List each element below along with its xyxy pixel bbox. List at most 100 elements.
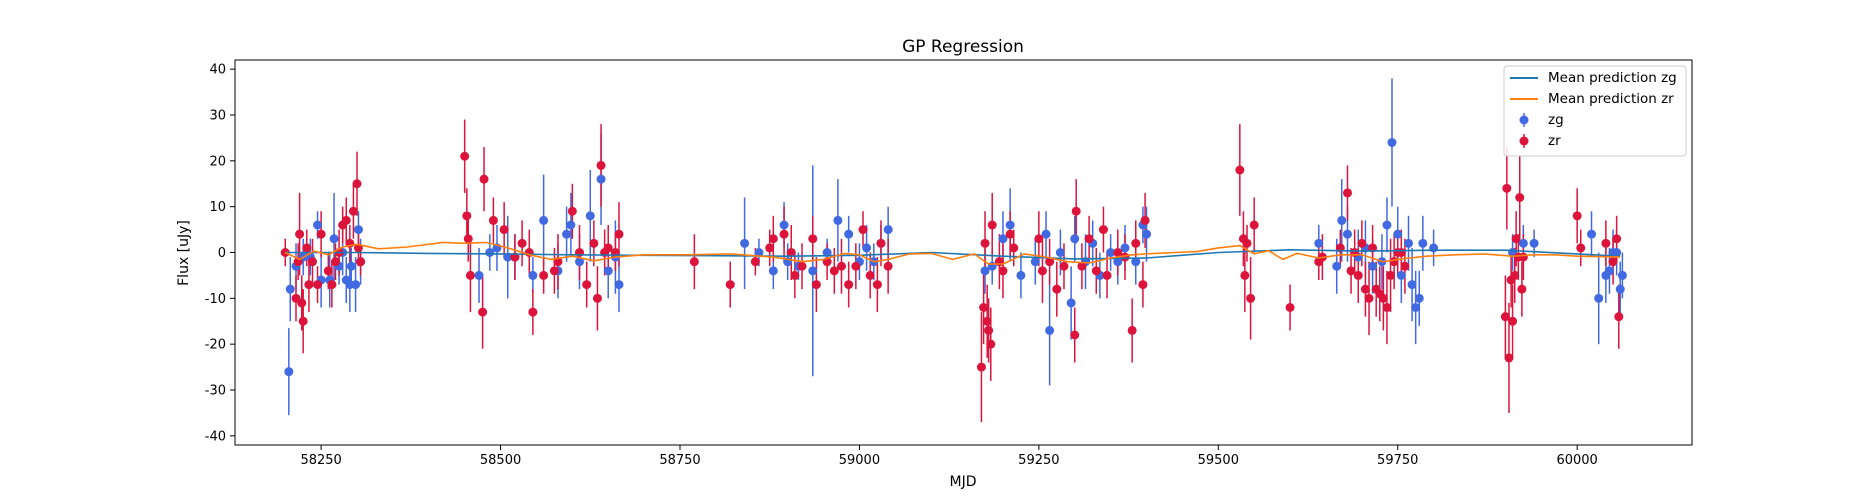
data-point-zr: [1113, 248, 1123, 257]
y-tick-label: -30: [205, 384, 226, 399]
data-point-zr: [987, 220, 997, 230]
data-point-zr: [1382, 303, 1392, 312]
data-point-zg: [754, 248, 764, 257]
y-tick-label: 10: [209, 200, 226, 215]
data-point-zg: [1411, 303, 1421, 312]
chart-title: GP Regression: [902, 37, 1024, 57]
data-point-zg: [539, 215, 549, 225]
data-point-zr: [313, 280, 323, 290]
data-point-zr: [872, 280, 882, 290]
data-point-zr: [327, 280, 337, 290]
data-point-zr: [517, 238, 527, 248]
data-point-zr: [1009, 243, 1019, 253]
data-point-zg: [1587, 229, 1597, 239]
data-point-zr: [341, 215, 351, 225]
data-point-zr: [994, 257, 1004, 267]
data-point-zr: [1515, 193, 1525, 202]
data-point-zr: [1378, 293, 1388, 303]
data-point-zr: [1091, 266, 1101, 276]
data-point-zr: [779, 229, 789, 239]
data-point-zg: [1429, 243, 1439, 253]
data-point-zg: [1055, 248, 1065, 257]
data-point-zr: [1240, 270, 1250, 280]
data-point-zr: [980, 238, 990, 248]
data-point-zr: [1131, 238, 1141, 248]
data-point-zg: [844, 229, 854, 239]
data-point-zg: [862, 243, 872, 253]
data-point-zr: [858, 225, 868, 235]
x-tick-label: 60000: [1556, 453, 1597, 468]
data-point-zg: [1396, 270, 1406, 280]
data-point-zg: [1414, 293, 1424, 303]
data-point-zr: [1508, 316, 1518, 326]
legend-swatch-zg-marker: [1519, 115, 1529, 125]
data-point-zr: [1389, 257, 1399, 267]
data-point-zr: [1140, 215, 1150, 225]
data-point-zg: [1314, 238, 1324, 248]
data-point-zr: [356, 257, 366, 267]
data-point-zr: [797, 261, 807, 271]
data-point-zr: [786, 248, 796, 257]
data-point-zr: [478, 307, 488, 317]
data-point-zr: [1396, 248, 1406, 257]
legend-label-zg: zg: [1548, 112, 1564, 128]
data-point-zg: [1368, 261, 1378, 271]
data-point-zg: [1131, 257, 1141, 267]
data-point-zg: [1106, 248, 1116, 257]
data-point-zg: [346, 261, 356, 271]
data-point-zr: [567, 206, 577, 216]
data-point-zg: [1005, 220, 1015, 230]
data-point-zr: [1235, 165, 1245, 175]
data-point-zr: [865, 270, 875, 280]
data-point-zg: [1016, 270, 1026, 280]
data-point-zr: [330, 257, 340, 267]
data-point-zr: [1502, 183, 1512, 193]
mean-prediction-line-zr: [284, 241, 1621, 265]
y-tick-label: 30: [209, 109, 226, 124]
data-point-zr: [979, 303, 989, 312]
data-point-zr: [1504, 353, 1514, 363]
data-point-zr: [463, 234, 473, 244]
data-point-zg: [474, 270, 484, 280]
data-point-zg: [833, 215, 843, 225]
data-point-zg: [1342, 229, 1352, 239]
data-point-zg: [1594, 293, 1604, 303]
data-point-zr: [1576, 243, 1586, 253]
data-point-zr: [316, 229, 326, 239]
data-point-zr: [589, 238, 599, 248]
x-axis-label: MJD: [950, 474, 977, 490]
data-point-zg: [353, 225, 363, 235]
data-point-zg: [562, 229, 572, 239]
data-point-zr: [1346, 266, 1356, 276]
data-point-zg: [1529, 238, 1539, 248]
data-point-zr: [308, 257, 318, 267]
data-markers: [280, 138, 1627, 377]
y-tick-label: -10: [205, 292, 226, 307]
data-point-zr: [1357, 238, 1367, 248]
data-point-zr: [295, 229, 305, 239]
y-tick-label: -40: [205, 429, 226, 444]
data-point-zr: [725, 280, 735, 290]
data-point-zr: [765, 243, 775, 253]
data-point-zr: [876, 238, 886, 248]
data-point-zg: [1604, 266, 1614, 276]
data-point-zr: [1249, 220, 1259, 230]
data-point-zg: [1120, 243, 1130, 253]
data-point-zr: [768, 234, 778, 244]
data-point-zr: [582, 280, 592, 290]
data-point-zr: [998, 266, 1008, 276]
data-point-zg: [1337, 215, 1347, 225]
data-point-zr: [603, 243, 613, 253]
x-tick-label: 59750: [1377, 453, 1418, 468]
data-point-zg: [351, 280, 361, 290]
data-point-zg: [566, 220, 576, 230]
data-point-zg: [740, 238, 750, 248]
data-point-zr: [488, 215, 498, 225]
data-point-zr: [1285, 303, 1295, 312]
data-point-zr: [1400, 261, 1410, 271]
y-tick-label: -20: [205, 338, 226, 353]
data-point-zr: [1500, 312, 1510, 322]
x-axis: 58250 58500 58750 59000 59250 59500 59750 60000: [300, 445, 1598, 468]
data-point-zr: [1127, 325, 1137, 335]
data-point-zr: [549, 266, 559, 276]
